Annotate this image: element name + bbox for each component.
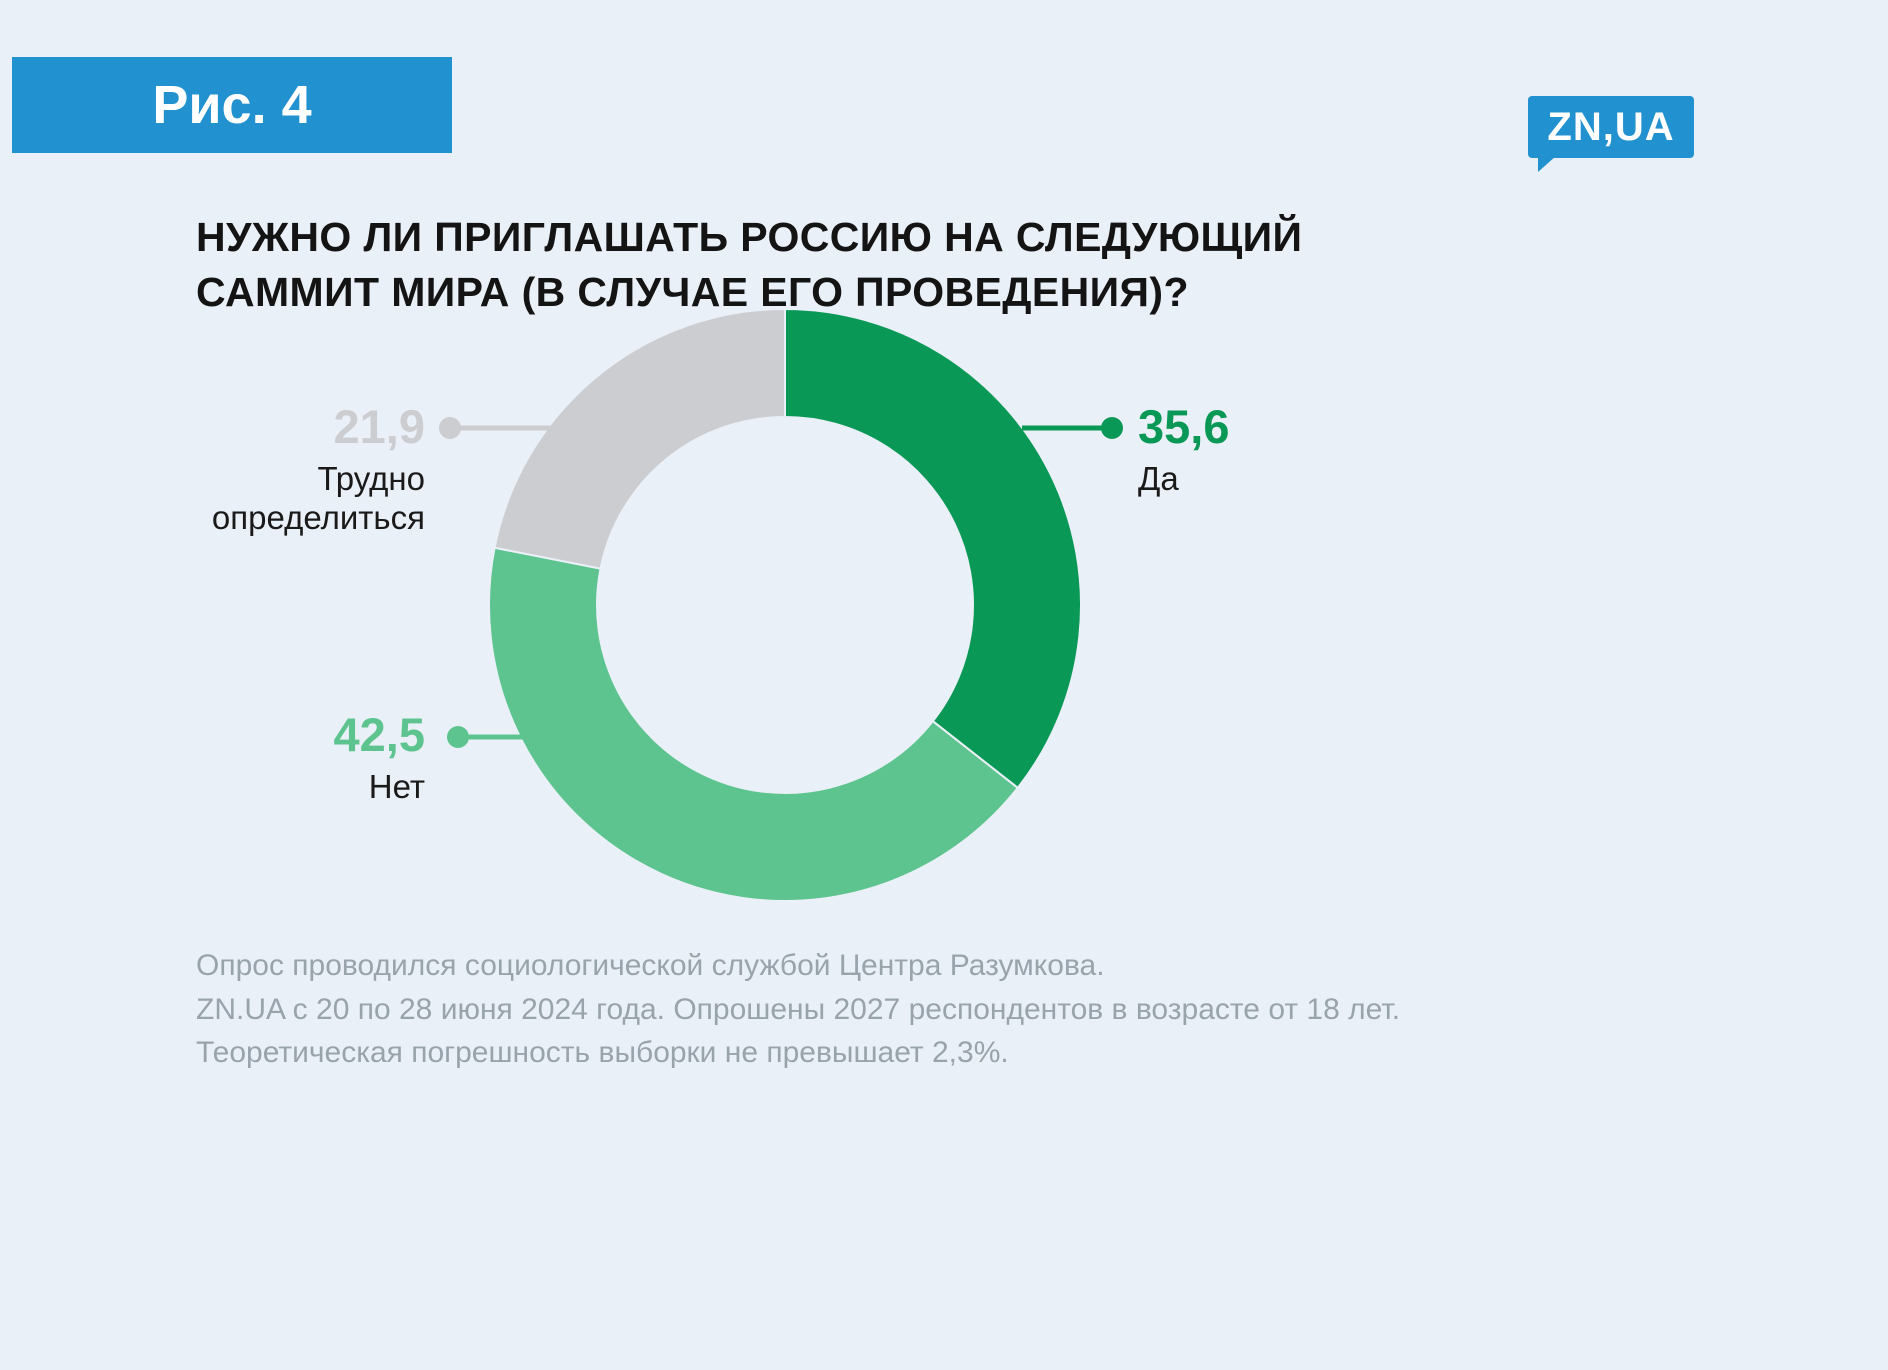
callout-label-yes: 35,6 Да xyxy=(1138,403,1229,499)
category-yes: Да xyxy=(1138,460,1179,497)
chart-title: НУЖНО ЛИ ПРИГЛАШАТЬ РОССИЮ НА СЛЕДУЮЩИЙ … xyxy=(196,214,1303,315)
category-no: Нет xyxy=(368,768,425,805)
donut-segment-0 xyxy=(784,307,1082,790)
value-yes: 35,6 xyxy=(1138,400,1230,453)
figure-badge: Рис. 4 xyxy=(12,57,452,153)
znua-logo-text: ZN,UA xyxy=(1547,104,1675,149)
value-no: 42,5 xyxy=(333,708,425,761)
callout-dot xyxy=(439,417,461,439)
donut-segment-1 xyxy=(488,546,1020,902)
source-note: Опрос проводился социологической службой… xyxy=(196,946,1596,1077)
callout-label-undecided: 21,9 Трудно определиться xyxy=(165,403,425,538)
source-line-1: Опрос проводился социологической службой… xyxy=(196,949,1105,982)
donut-segment-2 xyxy=(493,307,786,570)
value-undecided: 21,9 xyxy=(333,400,425,453)
callout-label-no: 42,5 Нет xyxy=(215,711,425,807)
figure-badge-label: Рис. 4 xyxy=(152,75,312,135)
category-undecided: Трудно определиться xyxy=(211,460,425,536)
source-line-2: ZN.UA с 20 по 28 июня 2024 года. Опрошен… xyxy=(196,992,1401,1026)
source-line-3: Теоретическая погрешность выборки не пре… xyxy=(196,1036,1009,1070)
callout-dot xyxy=(1101,417,1123,439)
callout-dot xyxy=(447,726,469,748)
znua-logo: ZN,UA xyxy=(1528,96,1694,172)
